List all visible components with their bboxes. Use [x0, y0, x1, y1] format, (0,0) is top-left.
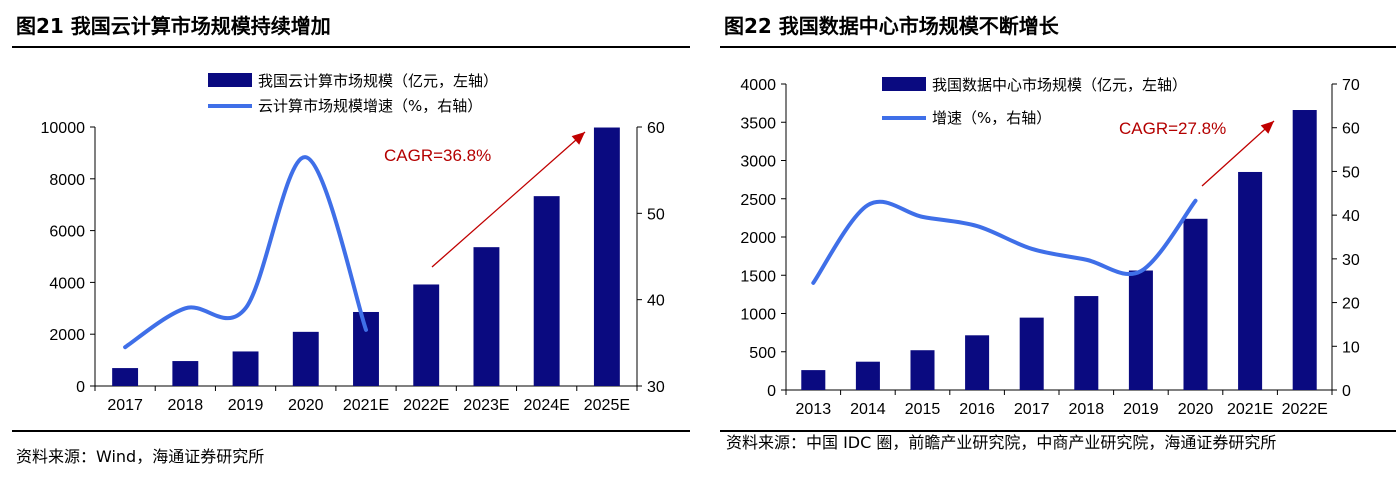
- legend-bar-swatch: [208, 73, 252, 87]
- left-y-tick-label: 3000: [740, 154, 776, 171]
- legend-line-label: 增速（%，右轴）: [932, 109, 1051, 127]
- left-y-tick-label: 0: [767, 383, 776, 400]
- title-rule: [720, 46, 1396, 48]
- figure-22-source: 资料来源：中国 IDC 圈，前瞻产业研究院，中商产业研究院，海通证券研究所: [726, 433, 1277, 452]
- cagr-arrow-head: [571, 132, 585, 145]
- bar: [172, 361, 199, 386]
- left-y-tick-label: 0: [76, 379, 85, 396]
- bar: [292, 331, 319, 386]
- x-tick-label: 2018: [1069, 401, 1105, 418]
- figure-21-panel: 图21 我国云计算市场规模持续增加 0 2000 4000 6000 8000 10000…: [0, 0, 690, 483]
- x-tick-label: 2024E: [524, 397, 570, 414]
- bar: [965, 335, 990, 390]
- right-y-tick-label: 20: [1342, 296, 1360, 313]
- left-y-tick-label: 500: [749, 345, 776, 362]
- x-tick-label: 2013: [796, 401, 832, 418]
- x-tick-label: 2015: [905, 401, 941, 418]
- right-y-tick-label: 50: [1342, 164, 1360, 181]
- x-tick-label: 2022E: [403, 397, 449, 414]
- right-y-tick-label: 0: [1342, 383, 1351, 400]
- x-tick-label: 2022E: [1282, 401, 1328, 418]
- growth-line: [811, 198, 1198, 285]
- legend-line-label: 云计算市场规模增速（%，右轴）: [258, 97, 482, 115]
- bar: [910, 350, 935, 390]
- right-y-tick-label: 60: [647, 120, 665, 137]
- bar: [801, 370, 826, 390]
- bar: [1292, 110, 1317, 390]
- bar: [353, 311, 379, 386]
- figure-22-title: 图22 我国数据中心市场规模不断增长: [724, 14, 1059, 38]
- bar: [232, 351, 259, 386]
- x-tick-label: 2014: [850, 401, 886, 418]
- source-rule: [12, 430, 690, 432]
- bar: [112, 368, 139, 386]
- left-y-tick-label: 1500: [740, 268, 776, 285]
- cagr-arrow-head: [1260, 121, 1274, 134]
- x-tick-label: 2018: [168, 397, 204, 414]
- left-y-tick-label: 4000: [49, 275, 85, 292]
- x-tick-label: 2023E: [463, 397, 509, 414]
- growth-line: [123, 155, 368, 350]
- x-tick-label: 2021E: [343, 397, 389, 414]
- right-y-tick-label: 50: [647, 206, 665, 223]
- title-rule: [12, 46, 690, 48]
- figure-21-title: 图21 我国云计算市场规模持续增加: [16, 14, 331, 38]
- left-y-tick-label: 1000: [740, 307, 776, 324]
- bar: [413, 284, 440, 386]
- bar: [1238, 171, 1263, 390]
- figure-21-source: 资料来源：Wind，海通证券研究所: [16, 447, 265, 466]
- x-tick-label: 2017: [1014, 401, 1050, 418]
- left-y-tick-label: 6000: [49, 224, 85, 241]
- left-y-tick-label: 2000: [740, 230, 776, 247]
- x-tick-label: 2016: [959, 401, 995, 418]
- cagr-annotation: CAGR=36.8%: [384, 146, 491, 165]
- legend-bar-label: 我国云计算市场规模（亿元，左轴）: [258, 72, 498, 90]
- right-y-tick-label: 10: [1342, 339, 1360, 356]
- legend-bar-label: 我国数据中心市场规模（亿元，左轴）: [932, 76, 1187, 94]
- left-y-tick-label: 4000: [740, 77, 776, 94]
- bar: [1074, 296, 1099, 390]
- cloud-market-chart: 0 2000 4000 6000 8000 10000 30 40 50 60 2017 2018 20…: [41, 72, 665, 414]
- datacenter-market-chart: 0 500 1000 1500 2000 2500 3000 3500 4000 0 10 20 30 4…: [740, 76, 1360, 418]
- left-y-tick-label: 2000: [49, 327, 85, 344]
- bar: [1128, 270, 1153, 390]
- left-y-tick-label: 8000: [49, 172, 85, 189]
- bar: [593, 127, 620, 386]
- right-y-tick-label: 60: [1342, 121, 1360, 138]
- bar: [1019, 317, 1044, 390]
- cagr-arrow-line: [431, 131, 586, 268]
- source-rule: [720, 430, 1396, 432]
- figure-22-panel: 图22 我国数据中心市场规模不断增长 0 500 1000 1500 2000 2500 3…: [708, 0, 1396, 483]
- left-y-tick-label: 3500: [740, 115, 776, 132]
- bar: [855, 361, 880, 390]
- x-tick-label: 2020: [288, 397, 324, 414]
- left-y-tick-label: 10000: [41, 120, 86, 137]
- cagr-annotation: CAGR=27.8%: [1119, 119, 1226, 138]
- x-tick-label: 2017: [107, 397, 143, 414]
- legend-bar-swatch: [882, 77, 926, 91]
- x-tick-label: 2019: [228, 397, 264, 414]
- x-tick-label: 2021E: [1227, 401, 1273, 418]
- bar: [533, 196, 560, 386]
- right-y-tick-label: 30: [647, 379, 665, 396]
- cagr-arrow-line: [1201, 120, 1275, 187]
- right-y-tick-label: 70: [1342, 77, 1360, 94]
- right-y-tick-label: 30: [1342, 252, 1360, 269]
- left-y-tick-label: 2500: [740, 192, 776, 209]
- bar: [473, 247, 500, 386]
- right-y-tick-label: 40: [647, 293, 665, 310]
- x-tick-label: 2025E: [584, 397, 630, 414]
- x-tick-label: 2019: [1123, 401, 1159, 418]
- right-y-tick-label: 40: [1342, 208, 1360, 225]
- x-tick-label: 2020: [1178, 401, 1214, 418]
- bar: [1183, 218, 1208, 390]
